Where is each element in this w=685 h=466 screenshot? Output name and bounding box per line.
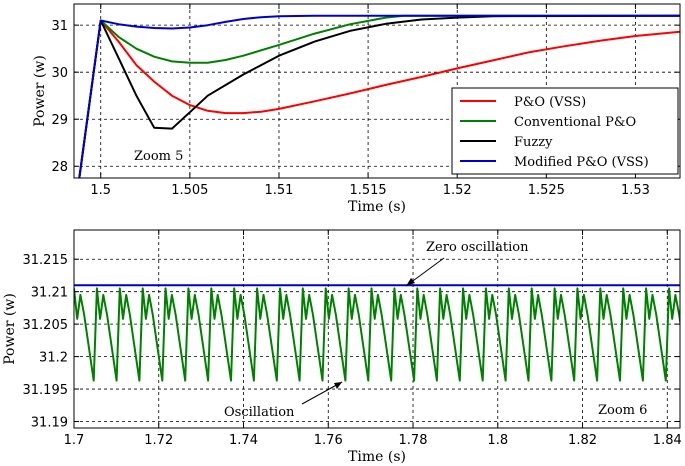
series-group xyxy=(74,284,680,382)
chart-zoom-6: 1.7 1.72 1.74 1.76 1.78 1.8 1.82 1.84 31.19 31.19… xyxy=(2,229,682,465)
x-tick-label: 1.51 xyxy=(264,183,293,198)
series-line-conventional-p-o xyxy=(74,287,680,382)
annotation-zoom-6: Zoom 6 xyxy=(598,403,647,418)
legend-box xyxy=(451,87,679,175)
x-tick-label: 1.515 xyxy=(349,183,386,198)
arrow-head-icon xyxy=(406,278,415,286)
grid xyxy=(73,230,680,428)
y-tick-label: 29 xyxy=(51,113,68,128)
y-tick-label: 31.215 xyxy=(23,253,69,268)
x-tick-label: 1.7 xyxy=(64,433,85,448)
legend-label-conventional-p-o: Conventional P&O xyxy=(514,115,636,130)
y-tick-label: 30 xyxy=(51,66,68,81)
plot-frame xyxy=(73,229,681,429)
annotation-oscillation: Oscillation xyxy=(224,405,295,420)
plot-frame xyxy=(73,3,681,179)
y-tick-label: 31.195 xyxy=(23,383,69,398)
annotation-zoom-5: Zoom 5 xyxy=(134,149,183,164)
y-tick-label: 31 xyxy=(51,19,68,34)
y-tick-label: 31.205 xyxy=(23,318,69,333)
legend: P&O (VSS) Conventional P&O Fuzzy Modified P… xyxy=(451,87,679,175)
series-line-fuzzy xyxy=(78,14,680,178)
y-tick-label: 31.19 xyxy=(31,416,68,431)
x-axis-label: Time (s) xyxy=(348,199,406,215)
x-tick-label: 1.84 xyxy=(653,433,682,448)
x-tick-label: 1.5 xyxy=(90,183,111,198)
y-tick-label: 28 xyxy=(51,160,68,175)
arrow-head-icon xyxy=(334,382,342,389)
x-tick-label: 1.8 xyxy=(487,433,508,448)
x-tick-label: 1.74 xyxy=(229,433,258,448)
annotations: Zero oscillation Oscillation Zoom 6 xyxy=(224,240,647,420)
x-axis-label: Time (s) xyxy=(348,449,406,465)
x-tick-label: 1.53 xyxy=(621,183,650,198)
series-line-modified-p-o-vss xyxy=(78,14,680,178)
legend-label-modified-p-o-vss: Modified P&O (VSS) xyxy=(514,155,649,170)
x-tick-label: 1.525 xyxy=(528,183,565,198)
legend-label-fuzzy: Fuzzy xyxy=(514,135,553,150)
x-tick-label: 1.505 xyxy=(171,183,208,198)
ticks: 1.5 1.505 1.51 1.515 1.52 1.525 1.53 28 29 30 31 xyxy=(51,4,680,198)
y-axis-label: Power (w) xyxy=(32,55,48,127)
legend-label-p-o-vss: P&O (VSS) xyxy=(514,95,586,110)
series-group xyxy=(78,14,680,178)
x-tick-label: 1.72 xyxy=(144,433,173,448)
x-tick-label: 1.78 xyxy=(399,433,428,448)
chart-zoom-5: 1.5 1.505 1.51 1.515 1.52 1.525 1.53 28 29 30 31 T… xyxy=(32,3,681,215)
ticks: 1.7 1.72 1.74 1.76 1.78 1.8 1.82 1.84 31.19 31.19… xyxy=(23,230,682,448)
series-line-p-o-vss xyxy=(78,19,680,178)
x-tick-label: 1.52 xyxy=(443,183,472,198)
y-tick-label: 31.21 xyxy=(31,286,68,301)
y-axis-label: Power (w) xyxy=(2,293,18,365)
x-tick-label: 1.76 xyxy=(314,433,343,448)
annotation-zero-oscillation: Zero oscillation xyxy=(426,240,529,255)
y-tick-label: 31.2 xyxy=(39,351,68,366)
x-tick-label: 1.82 xyxy=(568,433,597,448)
